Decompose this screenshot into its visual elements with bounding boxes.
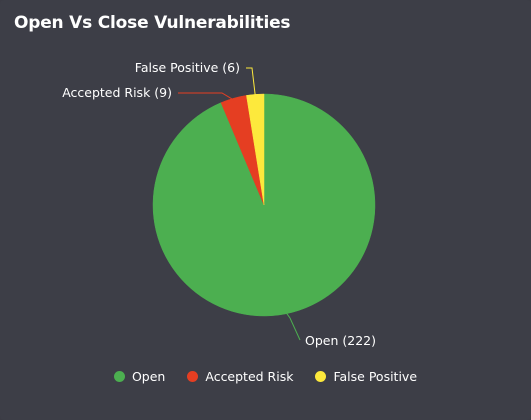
legend-label-open: Open	[131, 369, 166, 384]
legend-item-false-positive[interactable]: False Positive	[315, 369, 417, 384]
legend-dot-false-positive	[315, 371, 327, 382]
leader-line-open	[285, 311, 301, 341]
legend-dot-open	[113, 371, 125, 382]
legend-label-false-positive: False Positive	[333, 369, 418, 384]
pie-slices	[152, 93, 376, 317]
slice-labels: Open (222) Accepted Risk (9) False Positiv…	[62, 60, 376, 348]
legend: Open Accepted Risk False Positive	[0, 369, 531, 384]
chart-title: Open Vs Close Vulnerabilities	[14, 13, 291, 33]
leader-line-accepted-risk	[178, 92, 235, 101]
pie-chart: Open (222) Accepted Risk (9) False Positiv…	[62, 60, 376, 348]
legend-item-open[interactable]: Open	[113, 369, 166, 384]
legend-item-accepted-risk[interactable]: Accepted Risk	[187, 369, 293, 384]
slice-label-false-positive: False Positive (6)	[135, 60, 240, 75]
slice-label-accepted-risk: Accepted Risk (9)	[62, 85, 172, 100]
legend-label-accepted-risk: Accepted Risk	[205, 369, 294, 384]
leader-line-false-positive	[246, 67, 256, 97]
label-leaders	[178, 67, 301, 341]
slice-label-open: Open (222)	[305, 333, 376, 348]
legend-dot-accepted-risk	[187, 371, 199, 382]
